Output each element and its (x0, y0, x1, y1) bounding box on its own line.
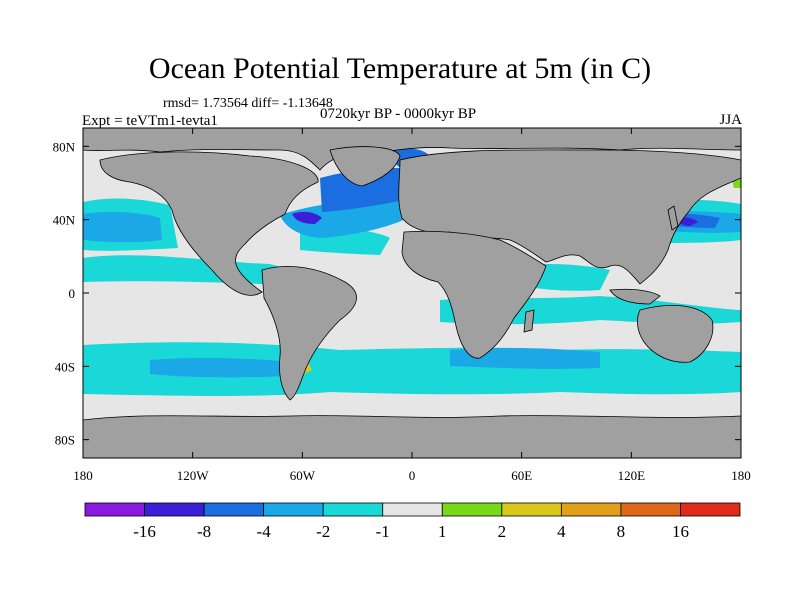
y-tick-label: 40S (55, 359, 75, 374)
y-tick-label: 40N (53, 213, 76, 228)
x-tick-label: 120W (177, 468, 210, 483)
colorbar-label: 8 (617, 522, 626, 541)
colorbar-swatch (84, 502, 145, 517)
colorbar-label: 1 (438, 522, 447, 541)
colorbar-label: 4 (557, 522, 566, 541)
land-masses (83, 128, 741, 458)
colorbar-swatch (560, 502, 622, 517)
experiment-label: Expt = teVTm1-tevta1 (82, 113, 218, 129)
x-tick-label: 120E (618, 468, 646, 483)
colorbar-swatch (441, 502, 503, 517)
colorbar-swatch (322, 502, 384, 517)
colorbar-label: -2 (316, 522, 330, 541)
x-tick-label: 180 (73, 468, 93, 483)
season-label: JJA (719, 112, 742, 128)
y-tick-label: 80N (53, 139, 76, 154)
colorbar-swatch (620, 502, 681, 517)
colorbar: -16 -8 -4 -2 -1 1 2 4 8 16 (84, 502, 741, 541)
colorbar-label: -8 (197, 522, 211, 541)
x-tick-label: 60W (290, 468, 316, 483)
x-tick-label: 180 (731, 468, 751, 483)
colorbar-label: -16 (133, 522, 156, 541)
y-tick-label: 0 (69, 286, 76, 301)
colorbar-swatch (382, 502, 443, 517)
colorbar-swatch (680, 502, 741, 517)
y-axis: 80N 40N 0 40S 80S (53, 139, 741, 448)
map-field (83, 128, 741, 458)
colorbar-label: 16 (672, 522, 689, 541)
stats-text: rmsd= 1.73564 diff= -1.13648 (163, 96, 333, 111)
x-tick-label: 0 (409, 468, 416, 483)
colorbar-label: -4 (257, 522, 272, 541)
colorbar-swatch (203, 502, 265, 517)
colorbar-label: -1 (376, 522, 390, 541)
chart-title: Ocean Potential Temperature at 5m (in C) (148, 52, 652, 85)
colorbar-swatch (263, 502, 324, 517)
x-tick-label: 60E (511, 468, 532, 483)
colorbar-label: 2 (498, 522, 507, 541)
y-tick-label: 80S (55, 433, 75, 448)
colorbar-swatch (144, 502, 205, 517)
x-axis: 180 120W 60W 0 60E 120E 180 (73, 128, 751, 483)
colorbar-swatch (501, 502, 562, 517)
period-text: 0720kyr BP - 0000kyr BP (320, 106, 477, 122)
